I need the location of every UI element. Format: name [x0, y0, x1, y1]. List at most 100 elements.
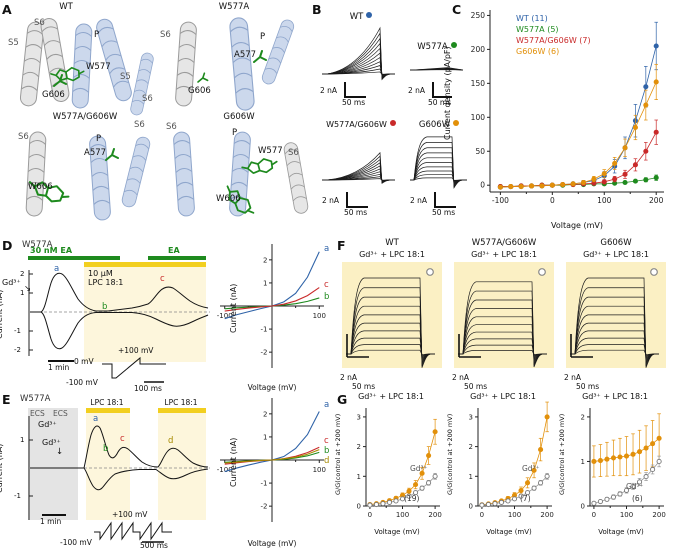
timepoint-b: b	[102, 302, 108, 312]
helix-label-p: P	[96, 134, 102, 144]
time-scale-label: 1 min	[40, 517, 62, 526]
svg-text:50: 50	[475, 147, 485, 156]
cell-name: W577A	[20, 394, 51, 404]
legend-w577a: W577A (5)	[516, 25, 559, 34]
e-ytick-m1: -1	[14, 492, 21, 500]
proto-duration-label: 500 ms	[140, 541, 168, 550]
scalebar-horizontal	[432, 96, 452, 98]
svg-text:0: 0	[550, 196, 555, 205]
cell-title: W577A	[406, 42, 468, 52]
iv-curve-label-a: a	[324, 244, 330, 254]
plot-title: Gd³⁺ + LPC 18:1	[582, 392, 648, 401]
svg-text:0: 0	[368, 511, 372, 519]
iv-curve-label-b: b	[324, 446, 330, 456]
g-y-axis-label: G/G(control at +200 mV)	[558, 413, 566, 495]
gv-chart-wt: 0 1 2 3 0 100 200	[357, 408, 442, 519]
svg-text:0: 0	[469, 503, 473, 511]
gd-series-label: Gd³⁺	[410, 464, 428, 473]
cell-title: WT	[385, 238, 399, 248]
gd-lpc-traces-w577a-g606w	[454, 262, 554, 368]
legend-w577a-g606w: W577A/G606W (7)	[516, 36, 591, 45]
current-traces-wt	[322, 26, 395, 81]
legend-wt: WT (11)	[516, 14, 548, 23]
scale-label-h: 50 ms	[432, 208, 456, 217]
gv-chart-g606w: 0 1 2 0 100 200	[581, 408, 666, 519]
svg-text:200: 200	[652, 511, 665, 519]
residue-label-a577: A577	[234, 50, 257, 60]
current-traces-w577a	[410, 67, 464, 71]
wt-marker-dot	[366, 12, 373, 18]
svg-text:0: 0	[480, 511, 484, 519]
svg-text:200: 200	[428, 511, 441, 519]
scale-label-h: 50 ms	[428, 98, 452, 107]
residue-label-a577: A577	[84, 148, 107, 158]
panel-e-label: E	[2, 392, 11, 407]
scale-label-v: 2 nA	[564, 373, 582, 382]
svg-text:100: 100	[313, 312, 326, 320]
svg-text:1: 1	[357, 473, 361, 481]
gd-series-label: Gd³⁺	[626, 482, 644, 491]
residue-label-w577: W577	[86, 62, 111, 72]
iv-curve-label-b: b	[324, 292, 330, 302]
g606w-marker-dot	[453, 120, 460, 126]
structure-title-w577a-g606w: W577A/G606W	[52, 112, 118, 122]
iv-plot-e: 2 1 -1 -2 -100 100	[217, 398, 326, 522]
g-plot-w577a-g606w: Gd³⁺ + LPC 18:1 0 1 2 3 0 100 200 G/G(control …	[446, 392, 556, 550]
lpc-label-1: LPC 18:1	[90, 398, 124, 407]
d-iv-y-axis-label: Current (nA)	[229, 283, 238, 333]
panel-f-label: F	[337, 238, 346, 253]
e-y-axis-label: Current (nA)	[0, 443, 4, 493]
gd-label-top: Gd³⁺	[38, 420, 57, 429]
gd-label: Gd³⁺	[2, 278, 21, 287]
ea-application-bar-1	[28, 256, 120, 260]
time-scale-label: 1 min	[48, 363, 70, 372]
svg-text:-2: -2	[261, 349, 268, 357]
svg-text:0: 0	[581, 503, 585, 511]
lpc-region-1	[86, 413, 130, 520]
ecs-label-2: ECS	[53, 409, 68, 418]
ea-bar-label-1: 30 nM EA	[30, 246, 73, 255]
residue-label-w606: W606	[28, 182, 53, 192]
residue-label-w577: W577	[258, 146, 283, 156]
scale-label-v: 2 nA	[322, 196, 340, 205]
svg-text:2: 2	[581, 413, 585, 421]
svg-text:1: 1	[263, 433, 267, 441]
n-count-label: (19)	[404, 494, 420, 503]
scalebar-vertical	[432, 82, 434, 96]
iv-curve-label-d: d	[324, 456, 330, 466]
voltage-protocol	[102, 356, 166, 383]
lpc-name-label: LPC 18:1	[88, 278, 124, 287]
gd-arrow-icon: ↘	[24, 284, 32, 294]
gd-label-arrowed: Gd³⁺	[42, 438, 61, 447]
scalebar-horizontal	[346, 206, 368, 208]
svg-text:-100: -100	[217, 312, 233, 320]
svg-text:1: 1	[469, 473, 473, 481]
svg-text:2: 2	[263, 410, 267, 418]
svg-text:2: 2	[263, 256, 267, 264]
proto-top-label: +100 mV	[112, 510, 148, 519]
helix-label-p: P	[94, 30, 100, 40]
gd-series-label: Gd³⁺	[522, 464, 540, 473]
iv-curve-label-a: a	[324, 400, 330, 410]
svg-text:-1: -1	[261, 480, 268, 488]
svg-text:0: 0	[357, 503, 361, 511]
structure-title-wt: WT	[59, 2, 73, 12]
g-plot-g606w: Gd³⁺ + LPC 18:1 0 1 2 0 100 200 G/G(control a…	[558, 392, 668, 550]
proto-top-label: +100 mV	[118, 346, 154, 355]
scale-label-h: 50 ms	[352, 382, 376, 391]
w577a-g606w-marker-dot	[389, 120, 396, 126]
scale-label-v: 2 nA	[320, 86, 338, 95]
panel-d: D W577A 30 nM EA EA 10 µM LPC 18:1 Gd³⁺ …	[0, 238, 336, 393]
condition-label: Gd³⁺ + LPC 18:1	[471, 250, 537, 259]
trace-cell-w577a-g606w: W577A/G606W 2 nA 50 ms	[316, 120, 406, 232]
ea-bar-label-2: EA	[168, 246, 180, 255]
helix-label-s6: S6	[34, 18, 45, 28]
structure-title-w577a: W577A	[218, 2, 250, 12]
lpc-bar	[84, 262, 206, 267]
panel-c: C 0 50 100 150 200 250 -100 0 100 200 WT (11) W57…	[443, 0, 676, 235]
svg-text:100: 100	[508, 511, 521, 519]
scalebar-vertical	[344, 82, 346, 96]
g-plot-wt: Gd³⁺ + LPC 18:1 0 1 2 3 0 100 200 G/G(control …	[334, 392, 444, 550]
timecourse-recording	[28, 270, 210, 356]
iv-density-chart: 0 50 100 150 200 250 -100 0 100 200	[471, 10, 664, 205]
